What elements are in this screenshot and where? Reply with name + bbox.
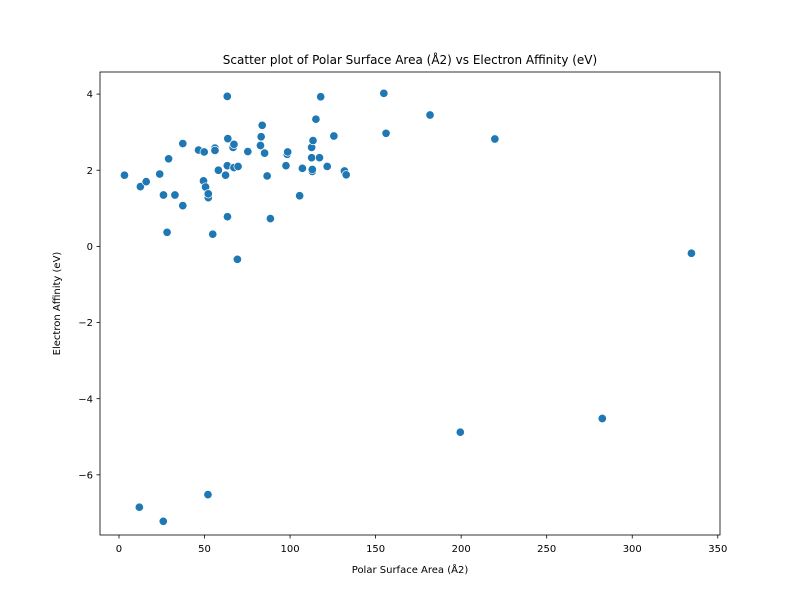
data-point xyxy=(164,154,174,164)
x-tick-label: 200 xyxy=(452,544,471,555)
data-point xyxy=(311,114,321,124)
data-point xyxy=(210,145,220,155)
y-axis-label: Electron Affinity (eV) xyxy=(52,252,63,356)
chart-title: Scatter plot of Polar Surface Area (Å2) … xyxy=(223,52,597,67)
data-point xyxy=(329,131,339,141)
data-point xyxy=(178,201,188,211)
data-point xyxy=(297,163,307,173)
data-point xyxy=(221,170,231,180)
data-point xyxy=(686,248,696,258)
data-point xyxy=(455,427,465,437)
y-tick-label: 0 xyxy=(87,242,93,253)
data-point xyxy=(314,153,325,163)
data-point xyxy=(243,147,253,157)
y-tick-label: −6 xyxy=(78,470,93,481)
data-point xyxy=(265,214,275,224)
y-tick-label: −4 xyxy=(78,394,93,405)
data-point xyxy=(283,147,293,157)
x-tick-label: 350 xyxy=(708,544,727,555)
data-point xyxy=(262,171,272,181)
data-point xyxy=(256,132,266,142)
data-point xyxy=(178,139,188,149)
x-tick-label: 0 xyxy=(116,544,122,555)
data-point xyxy=(223,134,233,144)
data-point xyxy=(158,190,169,200)
data-point xyxy=(322,161,332,171)
data-point xyxy=(135,182,145,192)
data-point xyxy=(141,177,151,187)
y-tick-label: 2 xyxy=(87,166,93,177)
data-point xyxy=(208,229,218,239)
data-point xyxy=(155,169,165,179)
y-tick-label: −2 xyxy=(78,318,93,329)
data-point xyxy=(597,413,607,424)
data-point xyxy=(379,88,389,98)
plot-area xyxy=(100,72,720,535)
data-points xyxy=(119,88,696,526)
data-point xyxy=(119,170,130,180)
data-point xyxy=(381,128,391,138)
data-point xyxy=(295,191,305,201)
data-point xyxy=(158,516,168,526)
data-point xyxy=(260,148,270,158)
data-point xyxy=(257,120,267,130)
data-point xyxy=(162,227,172,237)
data-point xyxy=(308,135,318,146)
y-tick-label: 4 xyxy=(87,90,93,101)
data-point xyxy=(307,153,317,163)
axis-ticks: 0 50 100 150 200 250 300 350 −6 −4 −2 0 2 4 xyxy=(78,90,727,555)
data-point xyxy=(232,254,242,264)
data-point xyxy=(490,134,500,144)
x-tick-label: 250 xyxy=(537,544,556,555)
data-point xyxy=(307,164,317,175)
data-point xyxy=(199,147,209,157)
data-point xyxy=(222,91,232,101)
data-point xyxy=(222,212,233,222)
x-tick-label: 100 xyxy=(281,544,300,555)
data-point xyxy=(316,92,326,102)
x-tick-label: 50 xyxy=(198,544,211,555)
x-axis-label: Polar Surface Area (Å2) xyxy=(352,563,469,576)
data-point xyxy=(233,161,243,171)
data-point xyxy=(341,170,351,180)
data-point xyxy=(134,502,144,512)
data-point xyxy=(170,190,180,200)
data-point xyxy=(203,189,213,199)
x-tick-label: 150 xyxy=(366,544,385,555)
data-point xyxy=(255,140,266,151)
data-point xyxy=(203,490,213,500)
data-point xyxy=(213,165,223,175)
data-point xyxy=(229,139,239,149)
data-point xyxy=(281,161,291,171)
plot-frame xyxy=(99,71,721,536)
x-tick-label: 300 xyxy=(623,544,642,555)
data-point xyxy=(425,110,435,120)
